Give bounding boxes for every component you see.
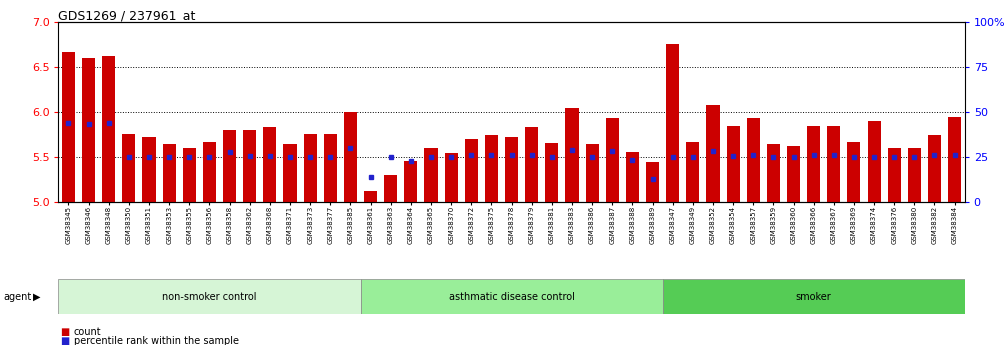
Bar xyxy=(746,118,759,202)
Bar xyxy=(663,279,965,314)
Bar xyxy=(264,127,276,202)
Bar xyxy=(949,117,961,202)
Bar xyxy=(425,148,437,202)
Bar xyxy=(344,112,357,202)
Bar xyxy=(361,279,663,314)
Bar xyxy=(123,134,135,202)
Bar xyxy=(323,134,336,202)
Bar xyxy=(304,134,316,202)
Bar xyxy=(385,175,397,202)
Bar xyxy=(284,144,297,202)
Text: agent: agent xyxy=(3,292,31,302)
Bar xyxy=(485,135,497,202)
Bar xyxy=(566,108,578,202)
Bar xyxy=(224,130,236,202)
Bar xyxy=(766,144,779,202)
Text: count: count xyxy=(74,327,101,337)
Bar xyxy=(61,52,75,202)
Text: ▶: ▶ xyxy=(33,292,40,302)
Text: ■: ■ xyxy=(60,327,69,337)
Bar xyxy=(162,145,175,202)
Text: non-smoker control: non-smoker control xyxy=(162,292,257,302)
Bar xyxy=(405,160,417,202)
Bar xyxy=(667,44,679,202)
Text: percentile rank within the sample: percentile rank within the sample xyxy=(74,336,239,345)
Bar xyxy=(828,127,840,202)
Bar xyxy=(465,139,477,202)
Bar xyxy=(726,126,739,202)
Text: asthmatic disease control: asthmatic disease control xyxy=(449,292,574,302)
Bar xyxy=(183,148,195,202)
Bar xyxy=(526,127,538,202)
Bar xyxy=(927,135,941,202)
Text: GDS1269 / 237961_at: GDS1269 / 237961_at xyxy=(58,9,195,22)
Bar xyxy=(625,152,638,202)
Bar xyxy=(847,142,860,202)
Text: smoker: smoker xyxy=(796,292,832,302)
Bar xyxy=(687,142,700,202)
Bar xyxy=(506,137,518,202)
Bar xyxy=(546,142,559,202)
Bar xyxy=(82,58,95,202)
Bar xyxy=(808,127,820,202)
Bar xyxy=(143,137,155,202)
Bar xyxy=(365,191,377,202)
Bar xyxy=(787,146,800,202)
Bar xyxy=(586,144,598,202)
Bar xyxy=(244,130,257,202)
Bar xyxy=(888,148,900,202)
Bar xyxy=(707,105,719,202)
Bar xyxy=(58,279,361,314)
Bar xyxy=(203,142,217,202)
Bar xyxy=(907,148,920,202)
Bar xyxy=(606,118,618,202)
Text: ■: ■ xyxy=(60,336,69,345)
Bar xyxy=(867,121,880,202)
Bar xyxy=(646,162,659,202)
Bar xyxy=(103,56,115,202)
Bar xyxy=(445,154,457,202)
